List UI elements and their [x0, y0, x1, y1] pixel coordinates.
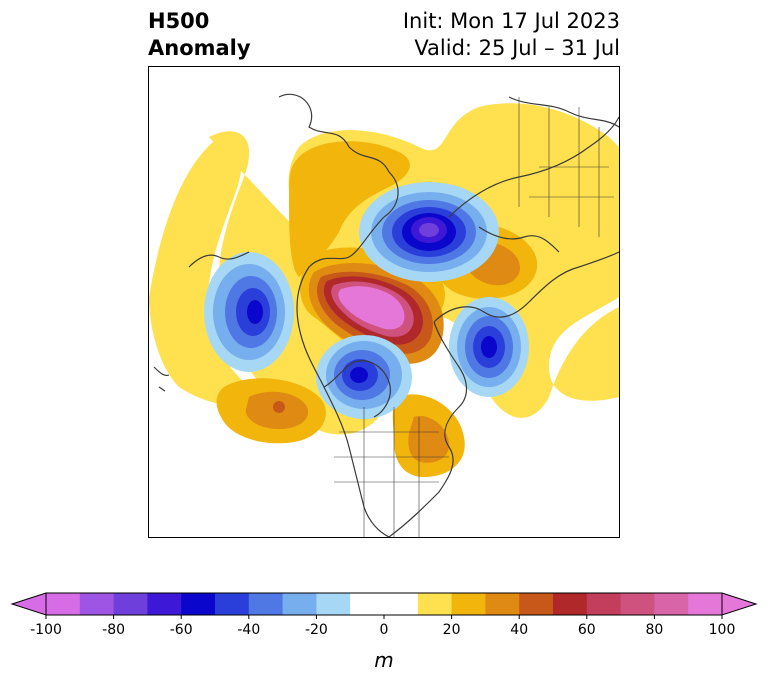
colorbar-tick-label: 20 [443, 622, 461, 638]
colorbar-segment [485, 593, 520, 615]
colorbar-segment [553, 593, 588, 615]
colorbar-segment [79, 593, 115, 615]
colorbar-segment [282, 593, 317, 615]
colorbar-segment [417, 593, 453, 615]
title-line-2: Anomaly [148, 36, 251, 60]
neg-alaska-5 [247, 300, 263, 324]
colorbar-extend-high [721, 592, 758, 616]
redorange-north-pacific-core [273, 401, 285, 413]
negative-anomaly-shading [204, 182, 529, 419]
anomaly-map-svg [149, 67, 619, 537]
colorbar-extend-low [10, 592, 47, 616]
colorbar-segment [654, 593, 689, 615]
map-title: H500 Anomaly [148, 8, 251, 62]
colorbar-segment [215, 593, 250, 615]
colorbar-tick-label: 80 [645, 622, 663, 638]
yellow-pacific-west [149, 133, 259, 406]
colorbar-tick-label: -40 [237, 622, 260, 638]
neg-atlantic-5 [481, 336, 497, 358]
orange-canada-arctic [289, 141, 410, 277]
colorbar-tick-label: 40 [510, 622, 528, 638]
colorbar-segment [248, 593, 284, 615]
colorbar-segment [451, 593, 486, 615]
valid-range: Valid: 25 Jul – 31 Jul [414, 36, 620, 60]
coast-siberia [448, 116, 619, 218]
colorbar-ticks: -100 -80 -60 -40 -20 0 20 40 60 80 100 [30, 615, 735, 638]
colorbar-tick-label: 0 [380, 622, 389, 638]
colorbar-segment [688, 593, 723, 615]
coast-na-east [388, 321, 468, 537]
colorbar-segment [350, 593, 419, 615]
coast-greenland-europe [433, 251, 619, 323]
strong-positive-core [308, 262, 444, 364]
colorbar-segments [10, 592, 758, 616]
coast-na-west [296, 216, 390, 537]
coast-aleutians [153, 366, 170, 392]
core-ring-5 [338, 286, 405, 330]
coast-hudson-bay [323, 360, 391, 418]
colorbar-segment [147, 593, 182, 615]
colorbar: -100 -80 -60 -40 -20 0 20 40 60 80 100 m [10, 592, 758, 672]
colorbar-unit-label: m [374, 648, 393, 672]
coast-alaska [188, 251, 250, 268]
darkorange-eastern-canada [408, 416, 449, 463]
colorbar-segment [620, 593, 655, 615]
init-date: Init: Mon 17 Jul 2023 [402, 9, 620, 33]
coastlines [153, 93, 619, 537]
colorbar-segment [316, 593, 351, 615]
date-info: Init: Mon 17 Jul 2023 Valid: 25 Jul – 31… [403, 8, 620, 62]
coast-scandinavia [478, 226, 560, 253]
coast-arctic-canada [278, 93, 399, 218]
colorbar-tick-label: -100 [30, 622, 62, 638]
colorbar-tick-label: -20 [305, 622, 328, 638]
colorbar-segment [113, 593, 148, 615]
title-line-1: H500 [148, 9, 210, 33]
borders-eurasia [518, 97, 614, 237]
colorbar-segment [586, 593, 622, 615]
colorbar-segment [46, 593, 81, 615]
anomaly-map [148, 66, 620, 538]
colorbar-tick-label: -80 [102, 622, 125, 638]
colorbar-segment [519, 593, 554, 615]
coast-asia-north [508, 96, 619, 128]
colorbar-tick-label: 100 [709, 622, 736, 638]
borders-us [334, 407, 449, 537]
colorbar-tick-label: -60 [170, 622, 193, 638]
neg-arctic-7 [419, 223, 439, 237]
colorbar-tick-label: 60 [578, 622, 596, 638]
neg-hudson-5 [350, 367, 368, 383]
colorbar-segment [181, 593, 216, 615]
